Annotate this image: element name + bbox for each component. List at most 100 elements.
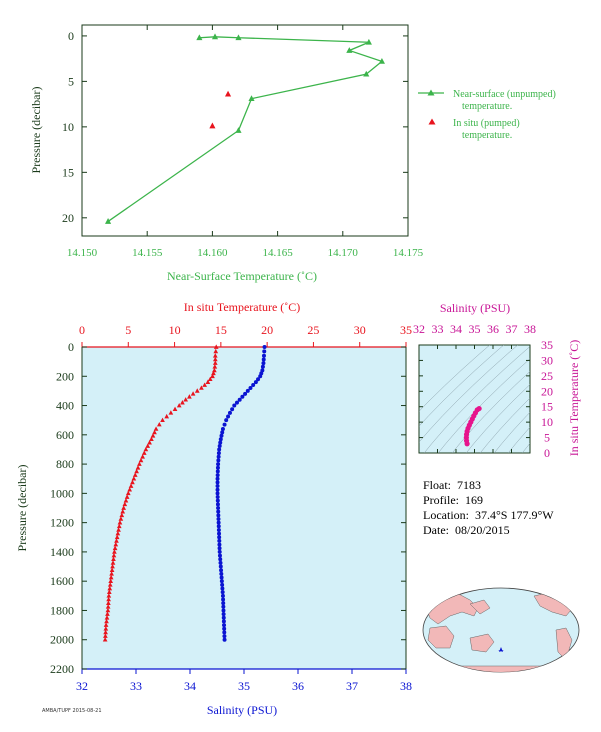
salinity-profile-point [253,380,258,385]
temperature-profile-point [103,633,108,638]
ts-salinity-title: Salinity (PSU) [440,301,510,315]
float-row: Float: 7183 [423,478,554,493]
salinity-profile-point [215,491,220,496]
footer-stamp: AMBA/TUPF 2015-08-21 [42,708,102,714]
temperature-profile-point [213,344,219,349]
temperature-profile-point [104,615,110,620]
unpumped-temperature-line [107,36,384,222]
density-contour [507,426,530,453]
temperature-tick-label: 5 [125,323,131,337]
y-tick-label: 20 [62,211,74,225]
date-value: 08/20/2015 [455,523,510,537]
salinity-profile-point [215,498,220,503]
temperature-profile-point [210,373,215,379]
salinity-profile-point [216,454,221,459]
unpumped-temperature-point [105,218,112,224]
temperature-profile-point [106,593,112,598]
temperature-profile-point [117,520,123,525]
pressure-y-axis: 0 200 400 600 800 1000 1200 1400 1600 1800 2000 220… [50,340,406,676]
pressure-tick-label: 0 [68,340,74,354]
legend-marker-unpumped [427,89,435,96]
temperature-profile-point [109,567,115,573]
temperature-profile-point [137,461,142,466]
float-label: Float: [423,478,452,492]
salinity-profile-point [215,487,220,492]
near-surface-y-axis: 0 5 10 15 20 [62,29,408,225]
temperature-profile-point [141,450,147,455]
salinity-profile-point [222,637,227,642]
temperature-profile-point [150,433,156,438]
temperature-profile-point [132,472,138,477]
ts-y-tick-label: 20 [541,384,553,398]
unpumped-temperature-point [248,95,255,102]
density-contour [521,442,530,453]
near-surface-x-axis: 14.150 14.155 14.160 14.165 14.170 14.175 [67,25,424,259]
temperature-profile-point [212,356,218,362]
salinity-profile-point [222,626,227,631]
salinity-profile-point [218,560,223,565]
temperature-profile-point [212,360,218,365]
pumped-temperature-point [224,90,232,97]
salinity-profile-point [217,546,222,551]
salinity-profile-point [227,410,232,415]
location-value: 37.4°S 177.9°W [474,508,554,522]
density-contour [437,358,530,453]
salinity-profile-point [261,353,266,358]
temperature-tick-label: 10 [169,323,181,337]
y-tick-label: 15 [62,165,74,179]
temperature-profile-point [187,394,192,399]
temperature-profile-point [202,382,207,387]
temperature-profile-point [110,563,115,569]
temperature-profile-point [135,465,141,470]
legend-marker-pumped [428,118,436,125]
temperature-profile-point [112,545,118,551]
legend-label-pumped-2: temperature. [462,130,512,141]
salinity-profile-point [217,542,222,547]
unpumped-temperature-point [235,127,242,133]
temperature-profile-point [143,446,149,452]
temperature-profile-point [121,505,126,510]
profile-value: 169 [465,493,483,507]
salinity-profile-point [221,612,226,617]
ts-x-tick-label: 33 [432,322,444,336]
salinity-profile-point [216,458,221,463]
temperature-profile-point [168,410,174,415]
temperature-profile-point [103,622,109,627]
temperature-profile-point [111,552,117,558]
temperature-profile-point [120,509,126,514]
temperature-profile-point [114,538,119,543]
salinity-profile-point [216,509,221,514]
salinity-tick-label: 33 [130,679,142,693]
salinity-profile-point [219,571,224,576]
temperature-profile-point [212,364,218,369]
temperature-profile-point [112,549,117,554]
pressure-tick-label: 2000 [50,633,74,647]
salinity-profile-point [262,345,267,349]
salinity-profile-point [217,538,222,543]
y-tick-label: 10 [62,120,74,134]
x-tick-label: 14.165 [262,247,293,259]
temperature-tick-label: 30 [354,323,366,337]
temperature-profile-point [149,436,154,442]
date-label: Date: [423,523,449,537]
temperature-profile-point [156,421,162,427]
density-contour [419,345,519,443]
map-antarctica [439,665,561,672]
salinity-profile-point [215,480,220,485]
salinity-profile-point [218,440,223,445]
profile-label: Profile: [423,493,459,507]
unpumped-temperature-point [235,34,242,41]
temperature-profile-point [213,348,219,354]
salinity-profile-point [220,590,225,595]
temperature-profile-point [183,397,189,402]
ts-x-tick-label: 34 [450,322,462,336]
salinity-profile-point [224,418,229,423]
temperature-tick-label: 0 [79,323,85,337]
legend-label-unpumped-2: temperature. [462,101,512,112]
pressure-tick-label: 200 [56,369,74,383]
unpumped-temperature-point [363,70,370,77]
temperature-profile-point [116,527,121,532]
near-surface-plot-frame [81,24,409,237]
ts-y-tick-label: 10 [541,415,553,429]
temperature-profile-point [125,490,131,496]
